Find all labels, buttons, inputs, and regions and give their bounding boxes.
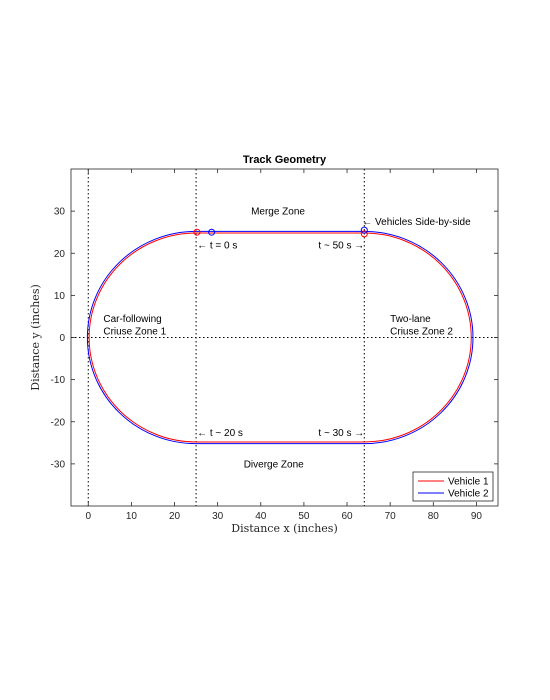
annotation-tl1: Two-lane <box>390 314 431 325</box>
x-tick-label: 30 <box>212 511 224 522</box>
marker-vehicle-2 <box>208 228 216 236</box>
x-tick-label: 20 <box>169 511 181 522</box>
series-layer <box>86 230 474 445</box>
marker-layer <box>193 226 368 238</box>
annotation-t30: t ~ 30 s → <box>318 428 364 439</box>
marker-vehicle-1 <box>193 228 201 236</box>
y-tick-label: 20 <box>54 249 66 260</box>
x-tick-label: 0 <box>85 511 91 522</box>
annotation-merge: Merge Zone <box>251 207 305 218</box>
x-tick-label: 40 <box>255 511 267 522</box>
y-tick-label: -20 <box>51 417 66 428</box>
y-tick-label: 0 <box>59 333 65 344</box>
series-line-vehicle-2 <box>86 230 474 445</box>
y-axis-label: Distance y (inches) <box>29 284 42 391</box>
x-tick-label: 70 <box>385 511 397 522</box>
annotation-t20: ← t ~ 20 s <box>197 428 243 439</box>
annotation-t0: ← t = 0 s <box>197 240 237 251</box>
annotation-side: ← Vehicles Side-by-side <box>362 217 471 228</box>
annotation-diverge: Diverge Zone <box>244 459 304 470</box>
y-tick-label: -10 <box>51 375 66 386</box>
x-axis-ticks: 0 10 20 30 40 50 60 70 80 90 <box>85 169 482 522</box>
legend-box <box>412 471 494 502</box>
annotation-cf1: Car-following <box>103 314 161 325</box>
annotation-layer: Merge Zone ← Vehicles Side-by-side ← t = 0… <box>103 207 471 471</box>
x-tick-label: 80 <box>428 511 440 522</box>
y-axis-ticks: 30 20 10 0 -10 -20 -30 <box>51 207 498 470</box>
chart-title: Track Geometry <box>243 154 327 166</box>
series-line-vehicle-1 <box>88 232 472 443</box>
legend-entry-label: Vehicle 2 <box>448 489 489 500</box>
x-tick-label: 60 <box>341 511 353 522</box>
x-tick-label: 50 <box>298 511 310 522</box>
y-tick-label: 10 <box>54 291 66 302</box>
x-tick-label: 10 <box>126 511 138 522</box>
annotation-t50: t ~ 50 s → <box>318 240 364 251</box>
reference-lines <box>71 169 498 506</box>
y-tick-label: -30 <box>51 459 66 470</box>
annotation-tl2: Criuse Zone 2 <box>390 327 453 338</box>
marker-vehicle-2 <box>360 226 368 234</box>
annotation-cf2: Criuse Zone 1 <box>103 327 166 338</box>
x-axis-label: Distance x (inches) <box>231 522 338 535</box>
legend-entry-label: Vehicle 1 <box>448 477 489 488</box>
y-tick-label: 30 <box>54 207 66 218</box>
x-tick-label: 90 <box>471 511 483 522</box>
marker-vehicle-1 <box>360 230 368 238</box>
